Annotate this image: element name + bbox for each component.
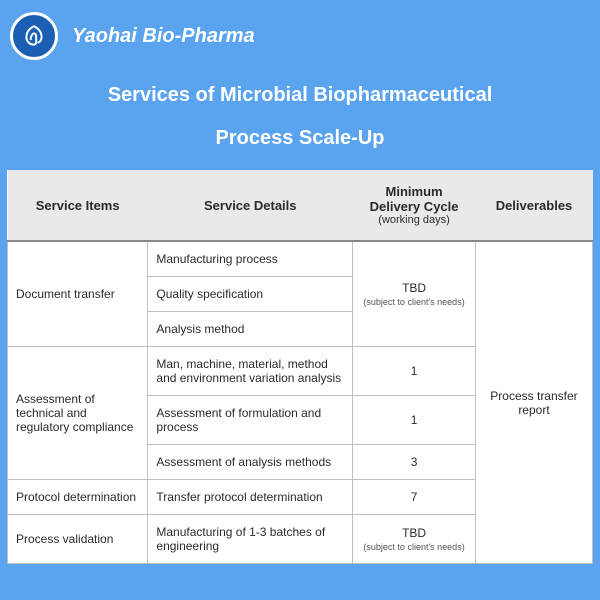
cell-item: Assessment of technical and regulatory c… <box>8 347 148 480</box>
col-service-items: Service Items <box>8 170 148 241</box>
cell-cycle: 3 <box>353 445 476 480</box>
hands-icon <box>21 23 47 49</box>
table-header-row: Service Items Service Details Minimum De… <box>8 170 593 241</box>
services-table-container: Service Items Service Details Minimum De… <box>7 170 593 564</box>
services-table: Service Items Service Details Minimum De… <box>7 170 593 564</box>
page-subtitle: Process Scale-Up <box>0 127 600 150</box>
cell-detail: Assessment of analysis methods <box>148 445 353 480</box>
cell-cycle: 1 <box>353 347 476 396</box>
page-title: Services of Microbial Biopharmaceutical <box>0 84 600 107</box>
cell-cycle: 7 <box>353 480 476 515</box>
cell-cycle: TBD (subject to client's needs) <box>353 515 476 564</box>
tbd-sub: (subject to client's needs) <box>361 297 467 307</box>
page: Yaohai Bio-Pharma Services of Microbial … <box>0 0 600 600</box>
cell-detail: Quality specification <box>148 277 353 312</box>
tbd-sub: (subject to client's needs) <box>361 542 467 552</box>
table-row: Document transfer Manufacturing process … <box>8 241 593 277</box>
cell-cycle: 1 <box>353 396 476 445</box>
col-delivery-cycle: Minimum Delivery Cycle (working days) <box>353 170 476 241</box>
col-delivery-main: Minimum Delivery Cycle <box>370 184 459 214</box>
tbd-main: TBD <box>402 281 426 295</box>
col-deliverables: Deliverables <box>475 170 592 241</box>
cell-detail: Man, machine, material, method and envir… <box>148 347 353 396</box>
cell-item: Document transfer <box>8 241 148 347</box>
cell-detail: Assessment of formulation and process <box>148 396 353 445</box>
tbd-main: TBD <box>402 526 426 540</box>
cell-detail: Transfer protocol determination <box>148 480 353 515</box>
cell-item: Protocol determination <box>8 480 148 515</box>
cell-detail: Manufacturing of 1-3 batches of engineer… <box>148 515 353 564</box>
cell-detail: Manufacturing process <box>148 241 353 277</box>
col-delivery-sub: (working days) <box>359 214 470 226</box>
col-service-details: Service Details <box>148 170 353 241</box>
cell-item: Process validation <box>8 515 148 564</box>
cell-deliverable: Process transfer report <box>475 241 592 564</box>
header: Yaohai Bio-Pharma <box>0 0 600 64</box>
brand-logo-icon <box>10 12 58 60</box>
cell-cycle: TBD (subject to client's needs) <box>353 241 476 347</box>
cell-detail: Analysis method <box>148 312 353 347</box>
brand-name: Yaohai Bio-Pharma <box>72 25 255 48</box>
